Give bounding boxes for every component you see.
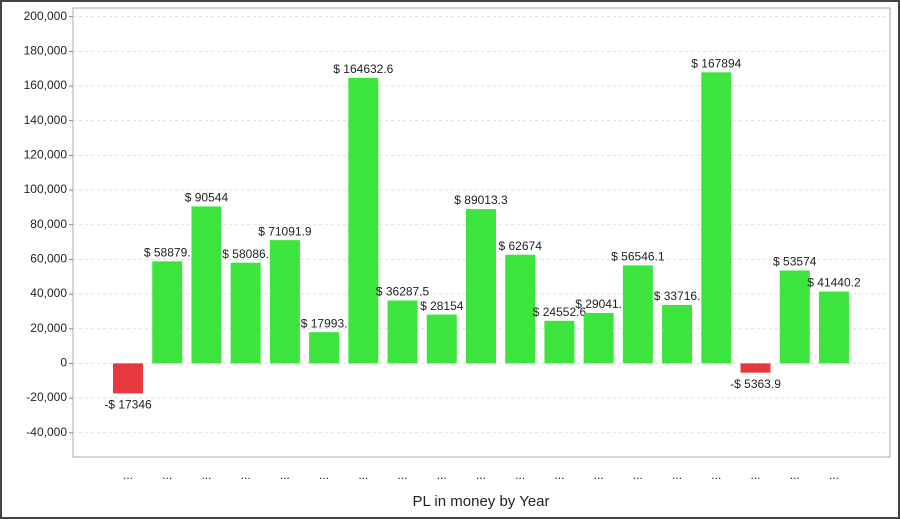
y-tick-label: -20,000	[26, 390, 67, 404]
bar	[191, 206, 222, 364]
value-label: $ 56546.1	[611, 250, 665, 264]
value-label: $ 17993.	[301, 316, 348, 330]
bar	[740, 363, 771, 373]
bar	[426, 314, 457, 364]
y-tick-label: 0	[60, 356, 67, 370]
value-label: -$ 17346	[104, 398, 152, 412]
x-tick-label: ...	[358, 468, 368, 482]
value-label: $ 53574	[773, 255, 817, 269]
bar	[348, 77, 379, 364]
x-tick-label: ...	[751, 468, 761, 482]
x-tick-label: ...	[633, 468, 643, 482]
bar	[701, 72, 732, 364]
value-label: $ 71091.9	[258, 224, 312, 238]
y-tick-label: 180,000	[24, 44, 68, 58]
y-tick-label: 40,000	[30, 286, 67, 300]
bar	[465, 209, 496, 364]
y-tick-label: -40,000	[26, 425, 67, 439]
x-tick-label: ...	[515, 468, 525, 482]
x-tick-label: ...	[162, 468, 172, 482]
y-tick-label: 160,000	[24, 78, 68, 92]
x-tick-label: ...	[829, 468, 839, 482]
value-label: $ 24552.6	[533, 305, 587, 319]
value-label: $ 36287.5	[376, 285, 430, 299]
y-tick-label: 120,000	[24, 148, 68, 162]
bar	[583, 313, 614, 364]
y-tick-label: 200,000	[24, 9, 68, 23]
value-label: $ 62674	[499, 239, 543, 253]
x-tick-label: ...	[594, 468, 604, 482]
value-label: $ 29041.	[575, 297, 622, 311]
bar	[309, 332, 340, 364]
x-tick-label: ...	[437, 468, 447, 482]
y-tick-label: 60,000	[30, 252, 67, 266]
x-tick-label: ...	[241, 468, 251, 482]
bar	[818, 291, 849, 364]
value-label: $ 33716.	[654, 289, 701, 303]
bar	[269, 240, 300, 364]
x-tick-label: ...	[711, 468, 721, 482]
bar	[622, 265, 653, 364]
x-tick-label: ...	[123, 468, 133, 482]
value-label: $ 89013.3	[454, 193, 508, 207]
x-tick-label: ...	[790, 468, 800, 482]
bar	[113, 363, 144, 394]
x-axis-label: PL in money by Year	[412, 493, 549, 510]
y-tick-label: 20,000	[30, 321, 67, 335]
value-label: $ 28154	[420, 299, 464, 313]
bar	[544, 320, 575, 364]
bar	[505, 254, 536, 364]
value-label: $ 164632.6	[333, 62, 393, 76]
value-label: -$ 5363.9	[730, 377, 781, 391]
value-label: $ 167894	[691, 56, 741, 70]
x-tick-label: ...	[476, 468, 486, 482]
y-tick-label: 80,000	[30, 217, 67, 231]
y-tick-label: 140,000	[24, 113, 68, 127]
x-tick-label: ...	[398, 468, 408, 482]
x-tick-label: ...	[280, 468, 290, 482]
x-tick-label: ...	[672, 468, 682, 482]
value-label: $ 41440.2	[807, 276, 861, 290]
bar	[152, 261, 183, 364]
y-tick-label: 100,000	[24, 182, 68, 196]
x-tick-label: ...	[319, 468, 329, 482]
value-label: $ 58879.	[144, 245, 191, 259]
value-label: $ 58086.	[222, 247, 269, 261]
x-tick-label: ...	[201, 468, 211, 482]
x-tick-label: ...	[554, 468, 564, 482]
bar	[779, 270, 810, 364]
bar	[230, 262, 261, 364]
bar	[662, 304, 693, 364]
value-label: $ 90544	[185, 191, 229, 205]
bar	[387, 300, 418, 364]
